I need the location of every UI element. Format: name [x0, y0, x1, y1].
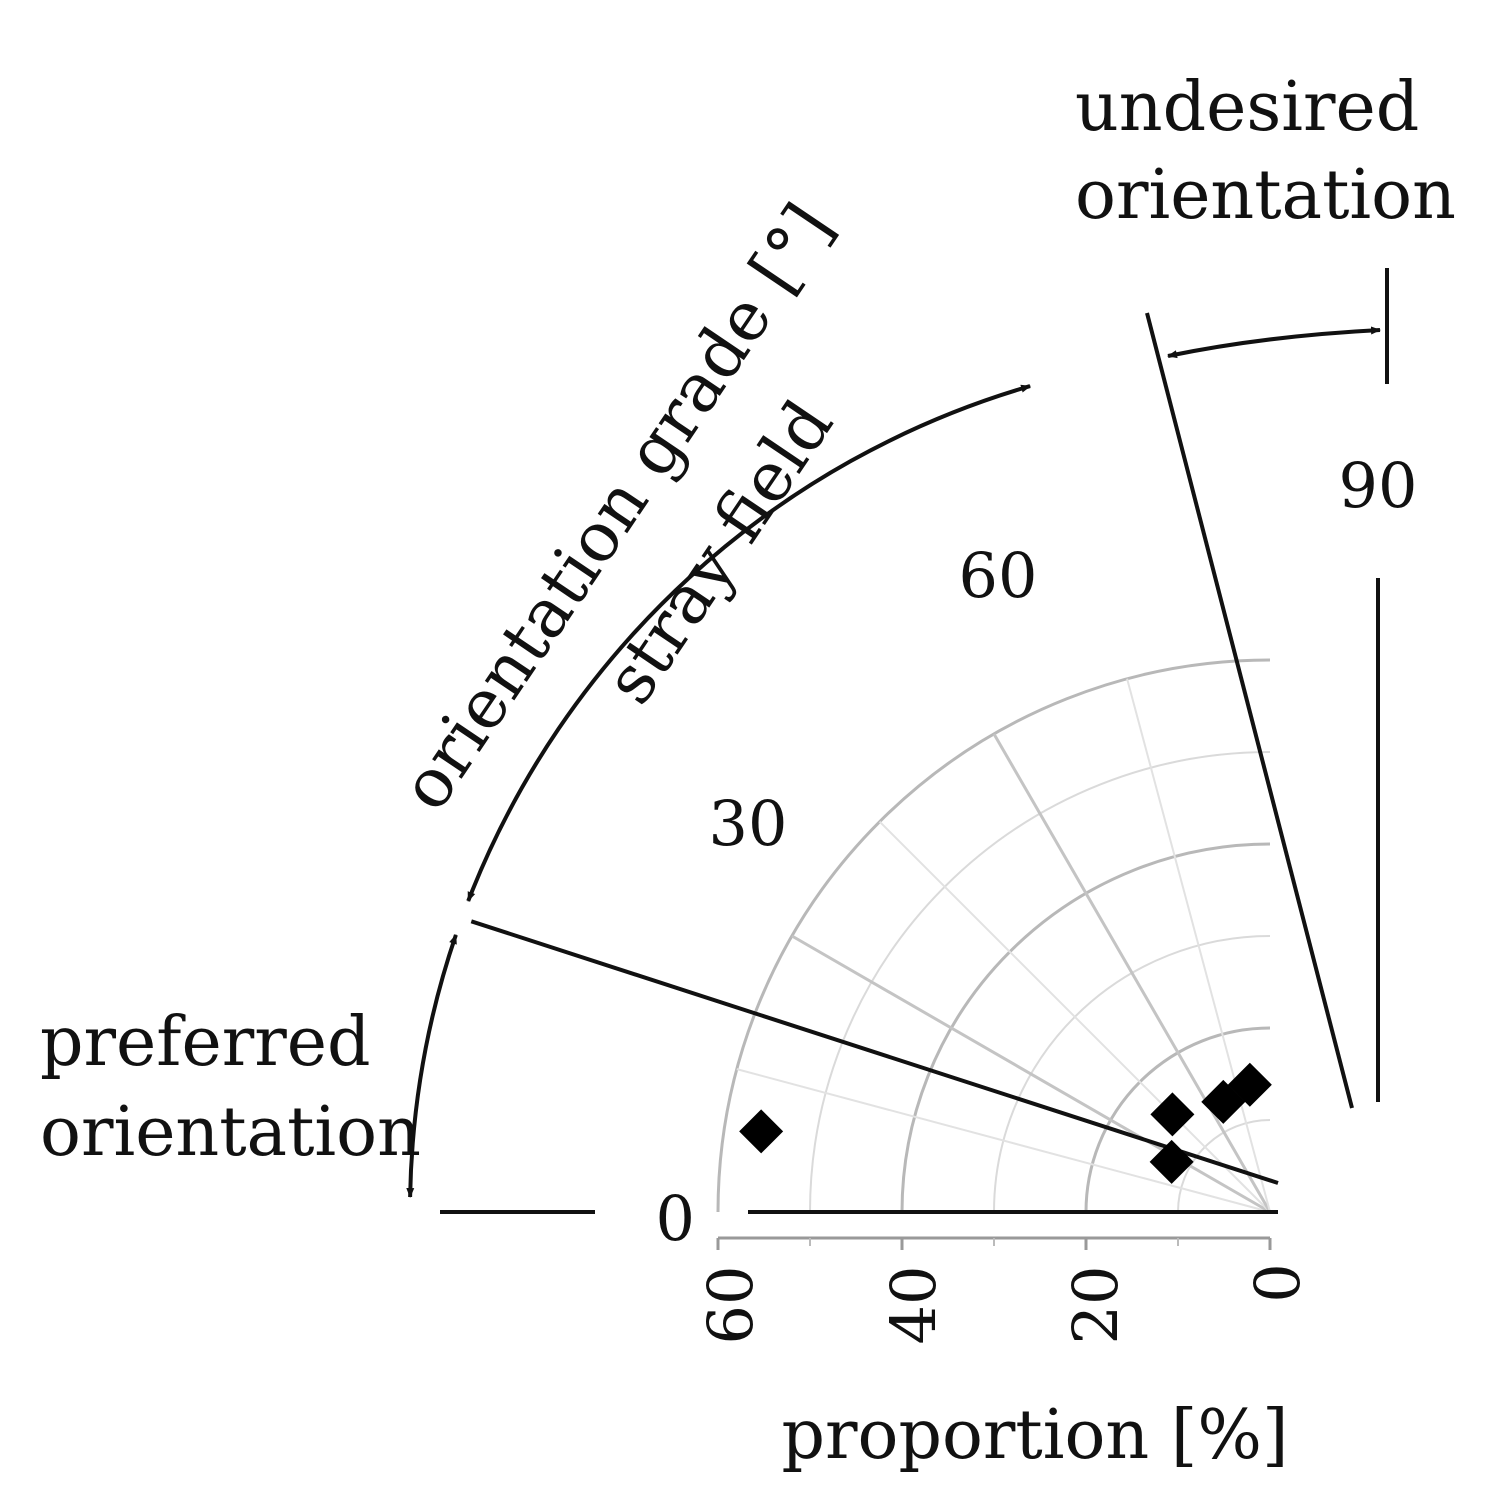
data-point [1150, 1092, 1195, 1137]
radial-tick-label: 20 [1059, 1266, 1132, 1345]
radial-tick-label: 40 [877, 1266, 950, 1345]
data-point [739, 1109, 784, 1154]
stray-field-arrow [466, 384, 1032, 902]
angular-tick-label: 90 [1339, 449, 1418, 522]
preferred-orientation-arrow [406, 933, 458, 1198]
angular-tick-label: 0 [656, 1182, 695, 1255]
x-axis-label: proportion [%] [781, 1396, 1288, 1475]
preferred-orientation-label-line2: orientation [40, 1093, 421, 1172]
undesired-orientation-arrow [1167, 326, 1381, 359]
data-points [739, 1062, 1272, 1184]
grid-spoke [878, 820, 1271, 1213]
annotations [406, 268, 1389, 1214]
radial-tick-label: 0 [1241, 1263, 1314, 1302]
data-point [1149, 1139, 1194, 1184]
grid-spoke [1126, 678, 1271, 1213]
undesired-orientation-label-line1: undesired [1075, 68, 1419, 147]
grid-spoke [992, 733, 1272, 1213]
polar-grid [716, 658, 1272, 1214]
undesired-boundary-line [1145, 312, 1354, 1109]
grid-spoke [736, 1068, 1271, 1213]
chart-axes [716, 578, 1380, 1250]
orientation-boundaries [470, 312, 1354, 1185]
data-point [1227, 1062, 1272, 1107]
preferred-boundary-line [470, 919, 1279, 1185]
angular-tick-labels: 0 30 60 90 [656, 449, 1418, 1255]
angular-tick-label: 60 [959, 539, 1038, 612]
undesired-orientation-label-line2: orientation [1075, 156, 1456, 235]
preferred-orientation-label-line1: preferred [40, 1003, 370, 1082]
grid-spoke [791, 934, 1271, 1214]
radial-tick-labels: 60 40 20 0 [694, 1263, 1314, 1344]
angular-tick-label: 30 [709, 787, 788, 860]
radial-tick-label: 60 [694, 1266, 767, 1345]
